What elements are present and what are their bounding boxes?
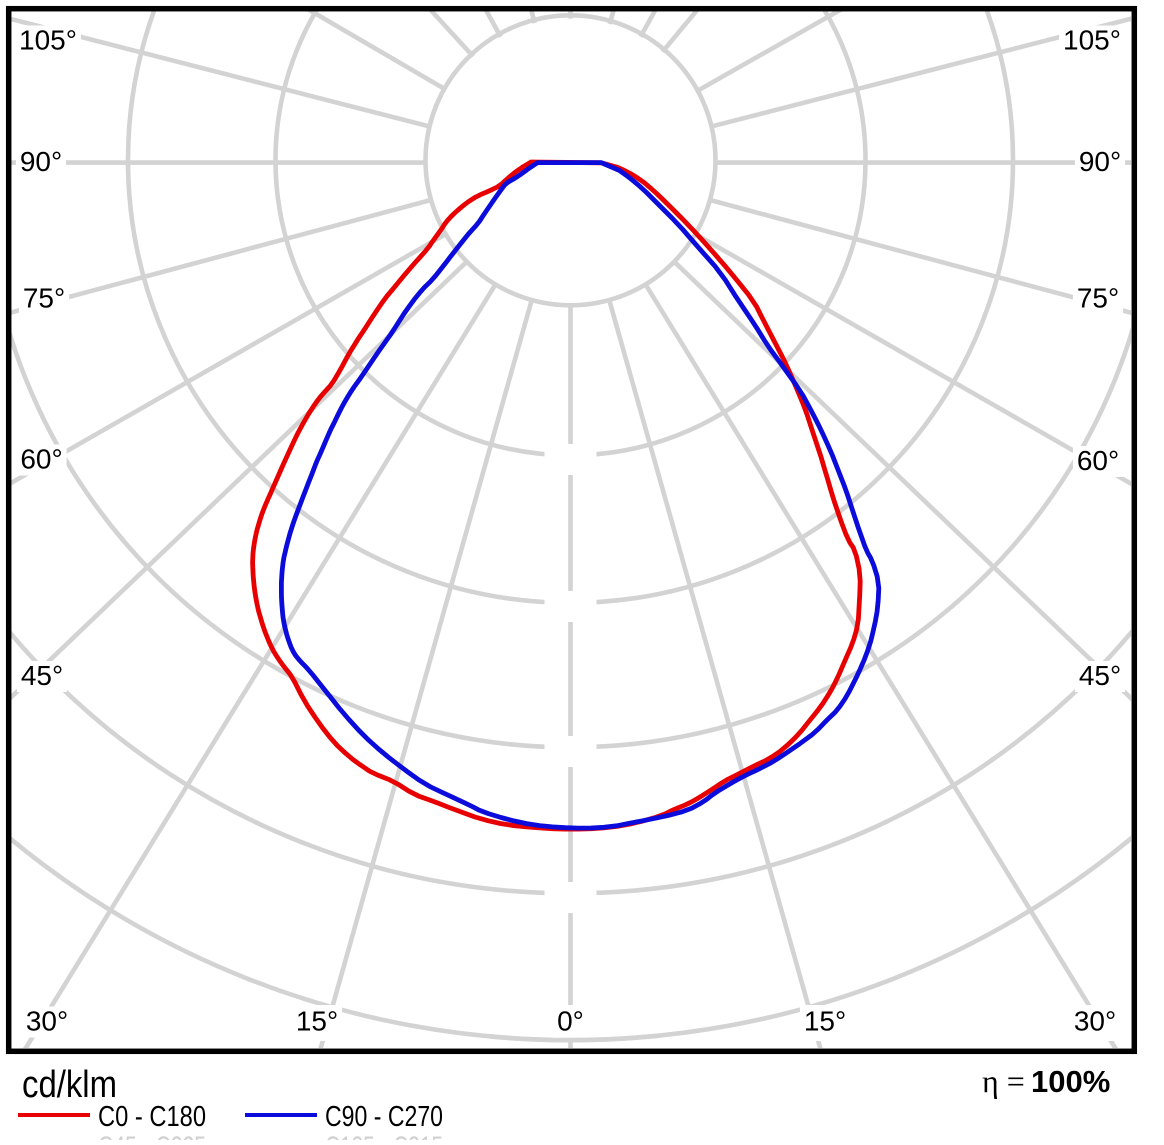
svg-text:15°: 15° — [296, 1006, 338, 1037]
svg-text:105°: 105° — [19, 25, 77, 56]
svg-text:C90 - C270: C90 - C270 — [325, 1101, 443, 1133]
svg-text:C0 - C180: C0 - C180 — [98, 1101, 206, 1133]
svg-text:15°: 15° — [804, 1006, 846, 1037]
svg-text:0°: 0° — [557, 1006, 584, 1037]
svg-text:105°: 105° — [1063, 25, 1121, 56]
svg-text:60°: 60° — [1077, 445, 1119, 476]
svg-text:η =: η = — [982, 1063, 1025, 1099]
svg-text:30°: 30° — [1074, 1006, 1116, 1037]
svg-text:75°: 75° — [1077, 283, 1119, 314]
svg-text:C45 - C225: C45 - C225 — [98, 1132, 206, 1141]
svg-text:30°: 30° — [26, 1006, 68, 1037]
svg-text:90°: 90° — [1079, 146, 1121, 177]
svg-text:45°: 45° — [1079, 660, 1121, 691]
svg-text:75°: 75° — [23, 283, 65, 314]
svg-text:100%: 100% — [1031, 1064, 1110, 1099]
svg-text:C135 - C315: C135 - C315 — [325, 1132, 443, 1141]
svg-text:45°: 45° — [21, 660, 63, 691]
svg-text:60°: 60° — [20, 444, 62, 475]
svg-text:90°: 90° — [20, 146, 62, 177]
svg-text:cd/klm: cd/klm — [22, 1064, 117, 1106]
